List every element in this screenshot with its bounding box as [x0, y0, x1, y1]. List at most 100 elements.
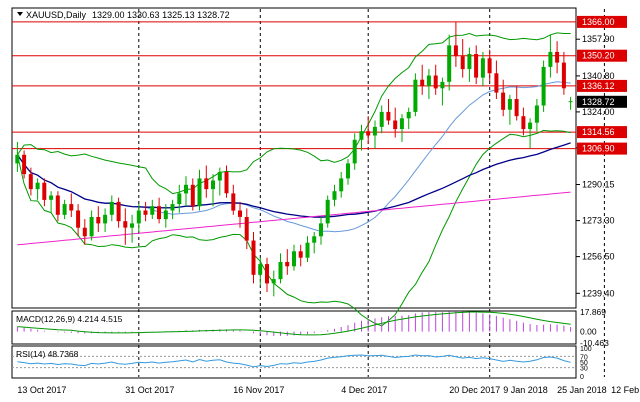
bear-candle [231, 193, 236, 211]
bear-candle [460, 56, 465, 70]
level-tag [577, 49, 627, 62]
macd-histogram: 17.869 0.00-10.463 [16, 307, 609, 348]
bull-candle [359, 131, 364, 140]
bear-candle [22, 154, 27, 175]
rsi-line [17, 354, 571, 368]
macd-signal-line [17, 311, 571, 336]
date-label: 31 Oct 2017 [125, 385, 174, 395]
price-tick-label: 1324.00 [582, 107, 615, 117]
bull-candle [312, 236, 317, 243]
dropdown-triangle-icon[interactable] [17, 12, 23, 16]
bear-candle [298, 251, 303, 258]
bear-candle [265, 264, 269, 284]
level-tag [577, 142, 627, 155]
bear-candle [204, 178, 209, 190]
bull-candle [379, 111, 384, 127]
price-tick-label: 1290.15 [582, 180, 615, 190]
bear-candle [420, 79, 425, 87]
bull-candle [177, 193, 182, 205]
bear-candle [433, 75, 438, 89]
bear-candle [244, 217, 249, 241]
price-tick-label: 1239.40 [582, 288, 615, 298]
bull-candle [130, 223, 134, 228]
level-tag-label: 1350.20 [582, 51, 615, 61]
bear-candle [55, 195, 60, 215]
bull-candle [292, 251, 296, 267]
bull-candle [211, 180, 215, 190]
price-axis: 1357.901340.801324.001307.201290.151273.… [576, 15, 627, 298]
bull-candle [319, 223, 323, 237]
bear-candle [474, 54, 479, 78]
bull-candle [62, 204, 67, 215]
bull-candle [278, 262, 283, 280]
current-price-tag [577, 95, 627, 108]
bear-candle [514, 99, 519, 117]
bear-candle [82, 227, 87, 237]
bull-candle [507, 99, 512, 110]
date-label: 4 Dec 2017 [341, 385, 387, 395]
macd-tick-label: -10.463 [580, 338, 609, 348]
macd-tick-label: 0.00 [580, 327, 597, 337]
bear-candle [285, 262, 290, 267]
price-tick-label: 1357.90 [582, 34, 615, 44]
level-tag [577, 15, 627, 28]
bull-candle [528, 122, 533, 129]
bull-candle [271, 279, 276, 284]
macd-tick-label: 17.869 [580, 307, 606, 317]
bollinger-lower-line [16, 129, 571, 327]
level-tag-label: 1336.12 [582, 81, 615, 91]
bull-candle [426, 75, 431, 87]
bull-candle [440, 81, 445, 89]
bear-candle [42, 182, 47, 200]
bear-candle [386, 111, 391, 121]
bear-candle [190, 184, 195, 207]
ohlc-readout: 1329.00 1330.63 1325.13 1328.72 [92, 10, 230, 20]
date-label: 16 Nov 2017 [233, 385, 284, 395]
bull-candle [372, 126, 377, 136]
bear-candle [28, 174, 33, 190]
macd-panel[interactable] [11, 310, 577, 345]
bollinger-upper-line [16, 32, 571, 195]
bull-candle [568, 101, 573, 103]
level-tag-label: 1306.90 [582, 144, 615, 154]
bull-candle [103, 214, 108, 224]
bull-candle [534, 105, 539, 123]
rsi-tick-label: 50 [580, 360, 588, 367]
rsi-tick-label: 30 [580, 366, 588, 373]
bull-candle [467, 54, 472, 69]
bull-candle [305, 242, 310, 258]
moving-averages [16, 32, 571, 327]
bull-candle [258, 264, 263, 275]
bull-candle [541, 66, 546, 106]
date-label: 25 Jan 2018 [557, 385, 607, 395]
bear-candle [76, 210, 81, 228]
bull-candle [346, 163, 350, 179]
date-label: 13 Oct 2017 [17, 385, 66, 395]
date-axis: 13 Oct 2017 31 Oct 2017 16 Nov 2017 4 Dec 2… [17, 385, 640, 395]
bull-candle [15, 154, 20, 164]
bear-candle [69, 204, 74, 211]
bull-candle [399, 118, 404, 129]
bull-candle [332, 191, 337, 200]
bull-candle [150, 206, 155, 215]
bull-candle [89, 217, 94, 237]
date-label: 20 Dec 2017 [449, 385, 500, 395]
bear-candle [143, 210, 148, 215]
macd-label: MACD(12,26,9) 4.214 4.515 [16, 314, 123, 324]
bear-candle [116, 201, 121, 222]
bear-candle [555, 51, 560, 63]
level-tag [577, 126, 627, 139]
level-tag-label: 1314.56 [582, 127, 615, 137]
bull-candle [136, 210, 141, 224]
rsi-panel[interactable] [11, 345, 577, 379]
price-tick-label: 1273.30 [582, 216, 615, 226]
level-tag-label: 1366.00 [582, 17, 615, 27]
bear-candle [487, 58, 492, 74]
level-tag [577, 79, 627, 92]
bull-candle [413, 79, 418, 112]
bull-candle [447, 45, 452, 82]
bear-candle [238, 210, 242, 217]
